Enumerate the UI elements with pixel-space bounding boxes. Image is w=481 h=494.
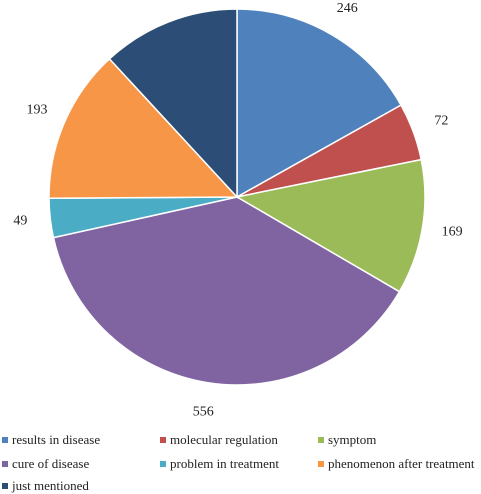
legend-swatch (160, 437, 166, 443)
pie-slice-cure-of-disease (52, 196, 401, 386)
data-label-just-mentioned: 173 (147, 0, 168, 1)
pie-slice-symptom (234, 158, 426, 293)
legend-item-results-in-disease: results in disease (2, 432, 100, 448)
pie-slice-phenomenon-after-treatment (48, 57, 239, 199)
data-label-molecular-regulation: 72 (434, 113, 448, 128)
legend-swatch (2, 437, 8, 443)
legend-swatch (2, 461, 8, 467)
pie-slice-just-mentioned (108, 8, 238, 199)
legend-swatch (318, 461, 324, 467)
legend-swatch (318, 437, 324, 443)
legend-item-symptom: symptom (318, 432, 376, 448)
data-label-results-in-disease: 246 (337, 1, 358, 16)
legend-item-problem-in-treatment: problem in treatment (160, 456, 279, 472)
legend-label: results in disease (12, 432, 101, 447)
pie-slice-results-in-disease (236, 8, 403, 199)
legend-item-cure-of-disease: cure of disease (2, 456, 89, 472)
data-label-cure-of-disease: 556 (193, 405, 214, 420)
legend-swatch (2, 483, 8, 489)
legend-label: just mentioned (12, 478, 89, 493)
data-label-problem-in-treatment: 49 (13, 214, 27, 229)
legend-item-molecular-regulation: molecular regulation (160, 432, 278, 448)
data-label-phenomenon-after-treatment: 193 (27, 102, 48, 117)
pie-chart: 246 72 169 556 49 193 173 (13, 0, 463, 420)
legend: results in disease molecular regulation … (0, 430, 481, 493)
legend-item-just-mentioned: just mentioned (2, 478, 89, 494)
data-label-symptom: 169 (442, 225, 463, 240)
legend-swatch (160, 461, 166, 467)
legend-label: cure of disease (12, 456, 90, 471)
legend-label: symptom (328, 432, 377, 447)
legend-item-phenomenon-after-treatment: phenomenon after treatment (318, 456, 475, 472)
legend-label: molecular regulation (170, 432, 278, 447)
legend-label: problem in treatment (170, 456, 280, 471)
legend-label: phenomenon after treatment (328, 456, 475, 471)
